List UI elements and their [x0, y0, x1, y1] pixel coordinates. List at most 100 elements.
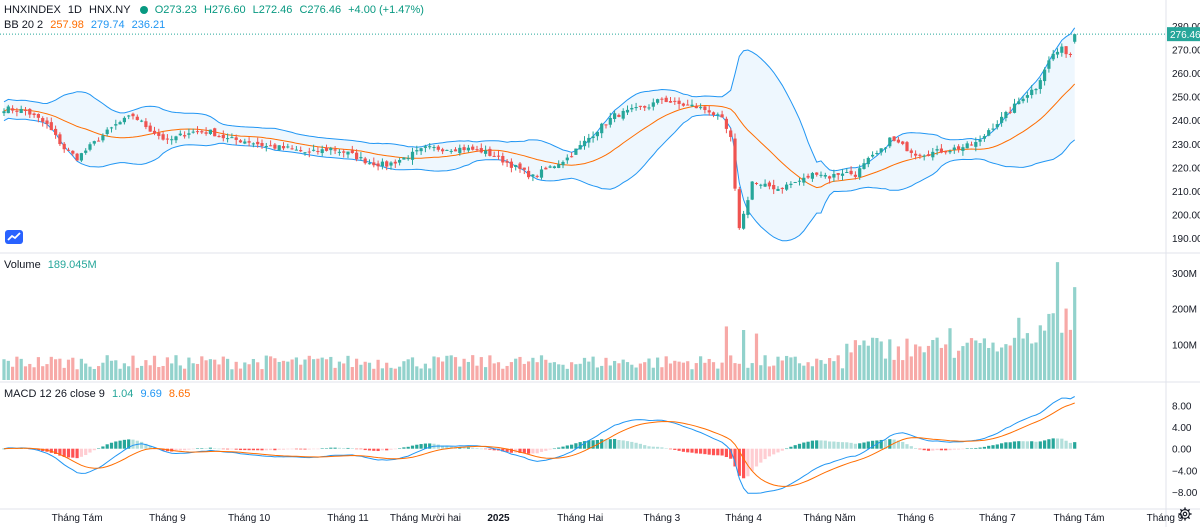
volume-bar[interactable] — [699, 356, 703, 380]
candle-body[interactable] — [97, 140, 101, 142]
macd-histogram-bar[interactable] — [673, 448, 677, 450]
volume-bar[interactable] — [535, 362, 539, 380]
volume-bar[interactable] — [122, 363, 126, 380]
macd-histogram-bar[interactable] — [789, 446, 793, 449]
macd-histogram-bar[interactable] — [66, 448, 71, 458]
volume-bar[interactable] — [11, 366, 15, 380]
macd-signal-line[interactable] — [3, 402, 1075, 487]
candle-body[interactable] — [28, 108, 32, 115]
volume-bar[interactable] — [105, 355, 109, 380]
candle-body[interactable] — [991, 128, 995, 130]
volume-bar[interactable] — [484, 367, 488, 380]
volume-bar[interactable] — [385, 362, 389, 380]
volume-bar[interactable] — [621, 359, 625, 380]
candle-body[interactable] — [828, 176, 832, 179]
macd-histogram-bar[interactable] — [333, 447, 337, 449]
candle-body[interactable] — [127, 115, 131, 117]
candle-body[interactable] — [385, 161, 389, 167]
macd-histogram-bar[interactable] — [307, 448, 311, 450]
volume-bar[interactable] — [238, 368, 243, 380]
macd-histogram-bar[interactable] — [101, 446, 105, 449]
candle-body[interactable] — [406, 158, 410, 160]
candle-body[interactable] — [535, 175, 539, 177]
volume-bar[interactable] — [939, 347, 943, 380]
volume-bar[interactable] — [694, 363, 698, 380]
macd-histogram-bar[interactable] — [797, 443, 802, 449]
macd-histogram-bar[interactable] — [961, 448, 965, 450]
candle-body[interactable] — [690, 104, 694, 107]
macd-histogram-bar[interactable] — [1012, 441, 1017, 449]
volume-bar[interactable] — [681, 362, 685, 380]
macd-histogram-bar[interactable] — [466, 447, 470, 449]
volume-bar[interactable] — [355, 358, 359, 380]
candle-body[interactable] — [230, 137, 234, 139]
macd-histogram-bar[interactable] — [88, 448, 92, 453]
macd-histogram-bar[interactable] — [716, 448, 720, 456]
candle-body[interactable] — [686, 104, 690, 106]
volume-bar[interactable] — [823, 363, 827, 380]
candle-body[interactable] — [643, 106, 647, 108]
candle-body[interactable] — [144, 121, 148, 128]
volume-bar[interactable] — [557, 364, 561, 380]
candle-body[interactable] — [793, 181, 797, 183]
candle-body[interactable] — [238, 140, 243, 143]
candle-body[interactable] — [191, 131, 195, 133]
volume-bar[interactable] — [445, 355, 449, 380]
candle-body[interactable] — [509, 161, 513, 168]
candle-body[interactable] — [720, 114, 724, 118]
volume-bar[interactable] — [591, 356, 595, 380]
volume-bar[interactable] — [746, 367, 750, 380]
candle-body[interactable] — [557, 164, 561, 168]
candle-body[interactable] — [1068, 53, 1072, 55]
macd-histogram-bar[interactable] — [363, 448, 367, 451]
macd-histogram-bar[interactable] — [1000, 443, 1004, 449]
candle-body[interactable] — [376, 163, 380, 167]
volume-bar[interactable] — [320, 357, 324, 380]
volume-bar[interactable] — [294, 357, 298, 380]
macd-histogram-bar[interactable] — [819, 440, 823, 449]
macd-histogram-bar[interactable] — [462, 447, 466, 449]
candle-body[interactable] — [367, 163, 372, 165]
macd-histogram-bar[interactable] — [578, 442, 582, 449]
macd-histogram-bar[interactable] — [535, 448, 539, 454]
macd-histogram-bar[interactable] — [97, 448, 101, 449]
candle-body[interactable] — [531, 174, 535, 177]
volume-bar[interactable] — [183, 368, 187, 380]
macd-histogram-bar[interactable] — [991, 445, 995, 449]
volume-bar[interactable] — [140, 365, 144, 380]
candle-body[interactable] — [866, 157, 870, 165]
candle-body[interactable] — [789, 183, 793, 185]
volume-bar[interactable] — [531, 357, 535, 380]
candle-body[interactable] — [165, 138, 169, 140]
volume-bar[interactable] — [832, 361, 836, 380]
macd-histogram-bar[interactable] — [1068, 442, 1072, 449]
macd-histogram-bar[interactable] — [742, 448, 746, 479]
macd-histogram-bar[interactable] — [746, 448, 750, 477]
candle-body[interactable] — [71, 150, 75, 154]
volume-bar[interactable] — [742, 330, 746, 380]
volume-bar[interactable] — [961, 346, 965, 380]
macd-histogram-bar[interactable] — [879, 439, 883, 449]
volume-bar[interactable] — [871, 337, 875, 380]
candle-body[interactable] — [1034, 89, 1038, 91]
candle-body[interactable] — [961, 147, 965, 151]
candle-body[interactable] — [23, 109, 28, 111]
candle-body[interactable] — [320, 149, 324, 154]
candle-body[interactable] — [707, 110, 711, 113]
candle-body[interactable] — [969, 144, 974, 146]
candle-body[interactable] — [54, 128, 58, 135]
volume-bar[interactable] — [333, 367, 337, 380]
candle-body[interactable] — [269, 145, 273, 147]
bb-basis-line[interactable] — [3, 83, 1076, 189]
volume-bar[interactable] — [1038, 325, 1042, 380]
macd-histogram-bar[interactable] — [853, 443, 857, 449]
candle-body[interactable] — [303, 152, 307, 154]
candle-body[interactable] — [131, 113, 135, 117]
macd-histogram-bar[interactable] — [479, 448, 483, 450]
macd-histogram-bar[interactable] — [1047, 439, 1051, 449]
volume-bar[interactable] — [230, 369, 234, 380]
volume-bar[interactable] — [1034, 342, 1038, 380]
tradingview-logo-icon[interactable] — [5, 230, 23, 244]
volume-bar[interactable] — [987, 347, 991, 380]
macd-histogram-bar[interactable] — [367, 448, 372, 451]
